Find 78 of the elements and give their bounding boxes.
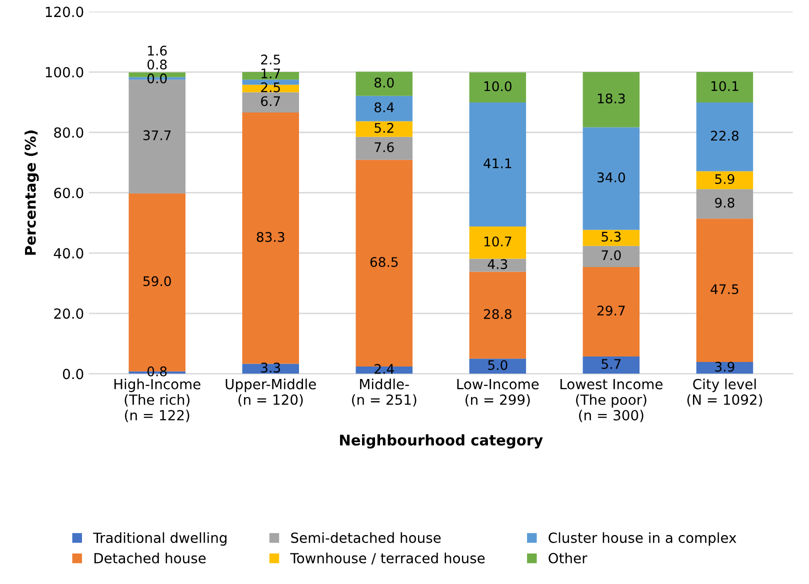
data-label: 2.5 — [261, 54, 280, 65]
y-tick-label: 100.0 — [46, 66, 84, 78]
data-label: 5.7 — [602, 359, 621, 369]
bar — [242, 92, 300, 112]
bar — [469, 258, 526, 272]
bar — [582, 127, 640, 230]
bar — [469, 102, 526, 227]
x-tick-label: Low-Income (n = 299) — [457, 379, 539, 407]
data-label: 3.3 — [261, 362, 280, 373]
bar — [696, 218, 754, 362]
x-tick-label: High-Income (The rich) (n = 122) — [114, 378, 200, 422]
x-tick-label: Upper-Middle (n = 120) — [226, 378, 316, 407]
bar — [696, 189, 754, 219]
y-tick-label: 120.0 — [46, 6, 84, 18]
y-tick-label: 60.0 — [54, 188, 84, 198]
data-label: 7.0 — [602, 250, 621, 260]
legend-label: Other — [548, 552, 588, 564]
data-label: 8.4 — [374, 102, 394, 112]
data-label: 5.9 — [715, 174, 734, 184]
data-label: 2.4 — [374, 364, 394, 374]
bar — [469, 272, 526, 359]
bar — [469, 72, 526, 102]
bar — [469, 358, 526, 374]
bar — [356, 121, 413, 137]
data-label: 10.0 — [484, 81, 512, 92]
y-tick-label: 20.0 — [54, 308, 84, 319]
bar — [582, 72, 640, 128]
bar — [469, 226, 526, 259]
legend-label: Semi-detached house — [291, 532, 441, 544]
data-label: 10.1 — [711, 81, 738, 92]
data-label: 34.0 — [598, 172, 625, 182]
legend-label: Cluster house in a complex — [548, 532, 736, 546]
x-tick-label: Lowest Income (The poor) (n = 300) — [560, 379, 662, 422]
y-tick-label: 0.0 — [62, 368, 84, 380]
data-label: 0.8 — [147, 60, 167, 70]
bar — [696, 72, 754, 102]
x-axis-title: Neighbourhood category — [340, 434, 543, 449]
data-label: 10.7 — [484, 236, 512, 246]
data-label: 41.1 — [484, 158, 512, 168]
data-label: 5.3 — [602, 232, 621, 242]
bar — [356, 136, 413, 160]
data-label: 22.8 — [710, 130, 738, 141]
data-label: 5.2 — [374, 122, 394, 133]
data-label: 59.0 — [143, 276, 171, 286]
bar — [242, 112, 300, 364]
data-label: 28.8 — [484, 309, 512, 320]
x-tick-label: Middle- (n = 251) — [352, 378, 416, 407]
bar — [696, 171, 754, 190]
bar — [582, 246, 640, 267]
y-tick-label: 80.0 — [54, 127, 84, 138]
data-label: 37.7 — [143, 130, 171, 140]
data-label: 4.3 — [488, 259, 508, 270]
data-label: 0.8 — [147, 366, 167, 376]
data-label: 8.0 — [374, 78, 394, 88]
legend-label: Detached house — [94, 552, 206, 564]
data-label: 9.8 — [715, 198, 734, 208]
legend-label: Townhouse / terraced house — [290, 552, 485, 564]
data-label: 29.7 — [597, 306, 625, 316]
bar — [582, 230, 640, 246]
y-axis-title: Percentage (%) — [24, 130, 39, 255]
data-label: 18.3 — [598, 93, 625, 104]
data-label: 47.5 — [710, 284, 738, 294]
data-label: 1.6 — [148, 46, 167, 56]
data-label: 2.5 — [261, 82, 280, 92]
data-label: 83.3 — [256, 232, 284, 242]
y-tick-label: 40.0 — [54, 248, 84, 259]
data-label: 7.6 — [374, 142, 394, 152]
bar — [696, 102, 754, 172]
data-label: 68.5 — [370, 257, 398, 268]
bar — [356, 72, 413, 96]
data-label: 5.0 — [488, 360, 508, 370]
data-label: 6.7 — [261, 96, 280, 106]
x-tick-label: City level (N = 1092) — [687, 378, 762, 407]
bar — [356, 96, 413, 122]
data-label: 3.9 — [715, 362, 734, 372]
bar — [582, 356, 640, 374]
bar — [582, 266, 640, 357]
legend-label: Traditional dwelling — [93, 532, 226, 546]
